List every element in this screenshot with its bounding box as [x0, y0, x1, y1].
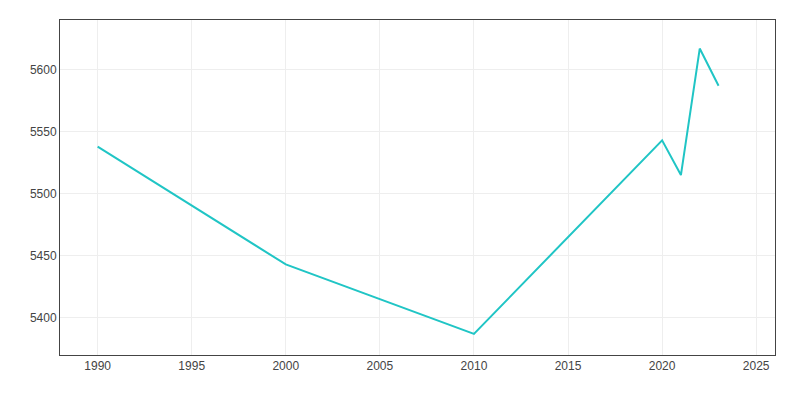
- svg-text:1990: 1990: [84, 359, 111, 373]
- svg-text:2015: 2015: [555, 359, 582, 373]
- svg-text:1995: 1995: [178, 359, 205, 373]
- svg-text:2025: 2025: [743, 359, 770, 373]
- svg-text:5400: 5400: [30, 311, 57, 325]
- svg-text:2010: 2010: [461, 359, 488, 373]
- svg-text:5450: 5450: [30, 249, 57, 263]
- svg-text:5500: 5500: [30, 187, 57, 201]
- svg-text:5600: 5600: [30, 63, 57, 77]
- svg-text:5550: 5550: [30, 125, 57, 139]
- svg-text:2005: 2005: [367, 359, 394, 373]
- svg-text:2000: 2000: [272, 359, 299, 373]
- svg-text:2020: 2020: [649, 359, 676, 373]
